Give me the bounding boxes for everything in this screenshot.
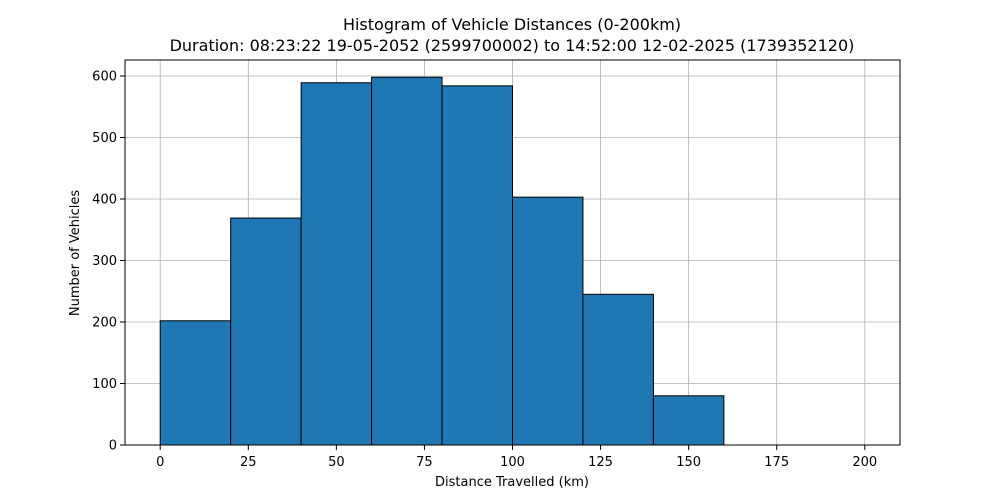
x-tick-label: 25 [240, 455, 257, 470]
histogram-bars [159, 76, 725, 446]
histogram-bar [652, 395, 725, 446]
histogram-bar [159, 320, 232, 446]
x-tick-label: 0 [156, 455, 164, 470]
axis-ticks: 0 25 50 75 100 125 150 175 200 0 100 200 300 400 500 60… [92, 69, 877, 470]
x-tick-label: 175 [764, 455, 789, 470]
histogram-bar [300, 82, 373, 446]
y-tick-label: 100 [92, 377, 117, 392]
chart-title: Histogram of Vehicle Distances (0-200km) [343, 15, 681, 34]
y-tick-label: 400 [92, 192, 117, 207]
x-tick-label: 75 [416, 455, 433, 470]
x-axis-label: Distance Travelled (km) [435, 475, 589, 490]
y-tick-label: 0 [109, 439, 117, 454]
x-tick-label: 100 [500, 455, 525, 470]
histogram-bar [230, 217, 302, 446]
chart-subtitle: Duration: 08:23:22 19-05-2052 (259970000… [170, 36, 855, 55]
histogram-bar [582, 293, 654, 446]
x-tick-label: 150 [676, 455, 701, 470]
histogram-bar [441, 85, 513, 446]
histogram-bar [512, 196, 584, 446]
y-tick-label: 300 [92, 254, 117, 269]
y-tick-label: 600 [92, 69, 117, 84]
y-axis-label: Number of Vehicles [68, 190, 83, 317]
y-tick-label: 200 [92, 315, 117, 330]
histogram-bar [371, 76, 443, 446]
x-tick-label: 125 [588, 455, 613, 470]
y-tick-label: 500 [92, 131, 117, 146]
x-tick-label: 200 [852, 455, 877, 470]
x-tick-label: 50 [328, 455, 345, 470]
